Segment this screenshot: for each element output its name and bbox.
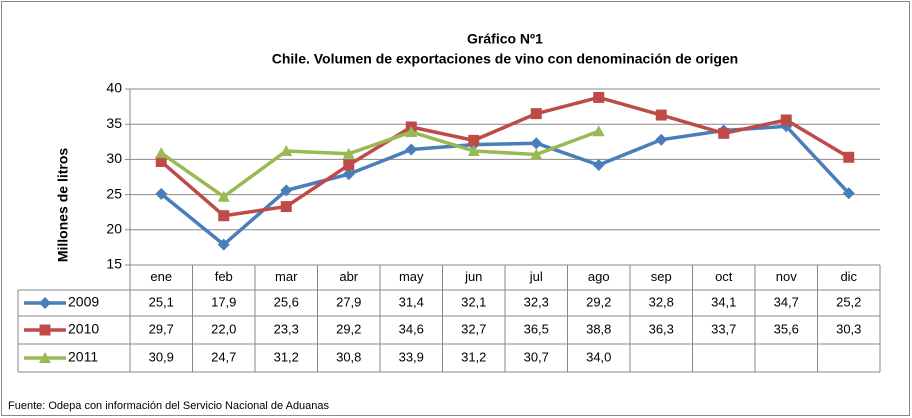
table-value: 36,3: [649, 321, 674, 336]
data-point: [155, 187, 168, 200]
series-line: [160, 129, 600, 199]
legend-label: 2011: [68, 349, 98, 365]
data-point: [155, 156, 167, 168]
x-tick-label: dic: [840, 269, 857, 284]
x-tick-label: ago: [588, 269, 610, 284]
legend-marker: [39, 324, 51, 336]
data-point: [530, 137, 543, 150]
data-point: [280, 201, 292, 213]
table-value: 30,9: [149, 349, 174, 364]
y-tick-label: 15: [106, 256, 122, 272]
table-value: 25,1: [149, 294, 174, 309]
data-point: [842, 187, 855, 200]
table-value: 32,3: [524, 294, 549, 309]
data-point: [155, 147, 168, 159]
chart-title: Gráfico Nº1: [467, 31, 543, 47]
y-tick-label: 35: [106, 115, 122, 131]
table-value: 34,1: [711, 294, 736, 309]
data-point: [217, 238, 230, 251]
data-point: [343, 159, 355, 171]
data-point: [405, 125, 418, 137]
table-value: 29,7: [149, 321, 174, 336]
data-point: [218, 210, 230, 222]
data-point: [780, 114, 792, 126]
source-note: Fuente: Odepa con información del Servic…: [8, 400, 330, 412]
data-point: [655, 133, 668, 146]
legend-label: 2010: [68, 321, 99, 337]
x-tick-label: nov: [776, 269, 797, 284]
x-tick-label: feb: [215, 269, 233, 284]
table-value: 29,2: [336, 321, 361, 336]
data-point: [593, 91, 605, 103]
table-value: 31,2: [461, 349, 486, 364]
table-value: 31,4: [399, 294, 424, 309]
y-tick-label: 40: [106, 80, 122, 96]
chart-subtitle: Chile. Volumen de exportaciones de vino …: [272, 51, 738, 67]
table-value: 25,6: [274, 294, 299, 309]
y-tick-label: 30: [106, 150, 122, 166]
data-point: [530, 108, 542, 120]
table-value: 34,7: [774, 294, 799, 309]
x-tick-label: mar: [275, 269, 298, 284]
x-tick-label: oct: [715, 269, 733, 284]
table-value: 29,2: [586, 294, 611, 309]
table-value: 17,9: [211, 294, 236, 309]
data-point: [280, 184, 293, 197]
data-point: [280, 144, 293, 156]
table-value: 23,3: [274, 321, 299, 336]
data-point: [592, 159, 605, 172]
legend-marker: [39, 352, 51, 363]
x-tick-label: sep: [651, 269, 672, 284]
table-value: 32,8: [649, 294, 674, 309]
x-tick-label: jun: [464, 269, 482, 284]
data-point: [468, 134, 480, 146]
table-value: 22,0: [211, 321, 236, 336]
table-value: 34,6: [399, 321, 424, 336]
table-value: 36,5: [524, 321, 549, 336]
table-value: 30,8: [336, 349, 361, 364]
x-tick-label: jul: [529, 269, 543, 284]
y-tick-label: 20: [106, 221, 122, 237]
x-tick-label: may: [399, 269, 424, 284]
data-point: [843, 151, 855, 163]
legend-marker: [39, 297, 51, 309]
data-point: [467, 144, 480, 156]
data-point: [217, 190, 230, 202]
series-line: [160, 95, 850, 218]
table-value: 33,7: [711, 321, 736, 336]
table-value: 32,7: [461, 321, 486, 336]
table-value: 24,7: [211, 349, 236, 364]
data-point: [655, 109, 667, 121]
table-value: 35,6: [774, 321, 799, 336]
data-point: [342, 147, 355, 159]
data-point: [592, 125, 605, 137]
table-value: 34,0: [586, 349, 611, 364]
data-point: [530, 148, 543, 160]
table-value: 32,1: [461, 294, 486, 309]
table-value: 31,2: [274, 349, 299, 364]
table-value: 30,3: [836, 321, 861, 336]
data-point: [718, 127, 730, 139]
data-point: [342, 168, 355, 181]
table-value: 25,2: [836, 294, 861, 309]
table-value: 38,8: [586, 321, 611, 336]
y-tick-label: 25: [106, 185, 122, 201]
table-value: 27,9: [336, 294, 361, 309]
table-value: 30,7: [524, 349, 549, 364]
data-point: [405, 143, 418, 156]
legend-label: 2009: [68, 294, 99, 310]
y-axis-label: Millones de litros: [55, 148, 71, 263]
table-value: 33,9: [399, 349, 424, 364]
x-tick-label: abr: [339, 269, 358, 284]
x-tick-label: ene: [150, 269, 172, 284]
